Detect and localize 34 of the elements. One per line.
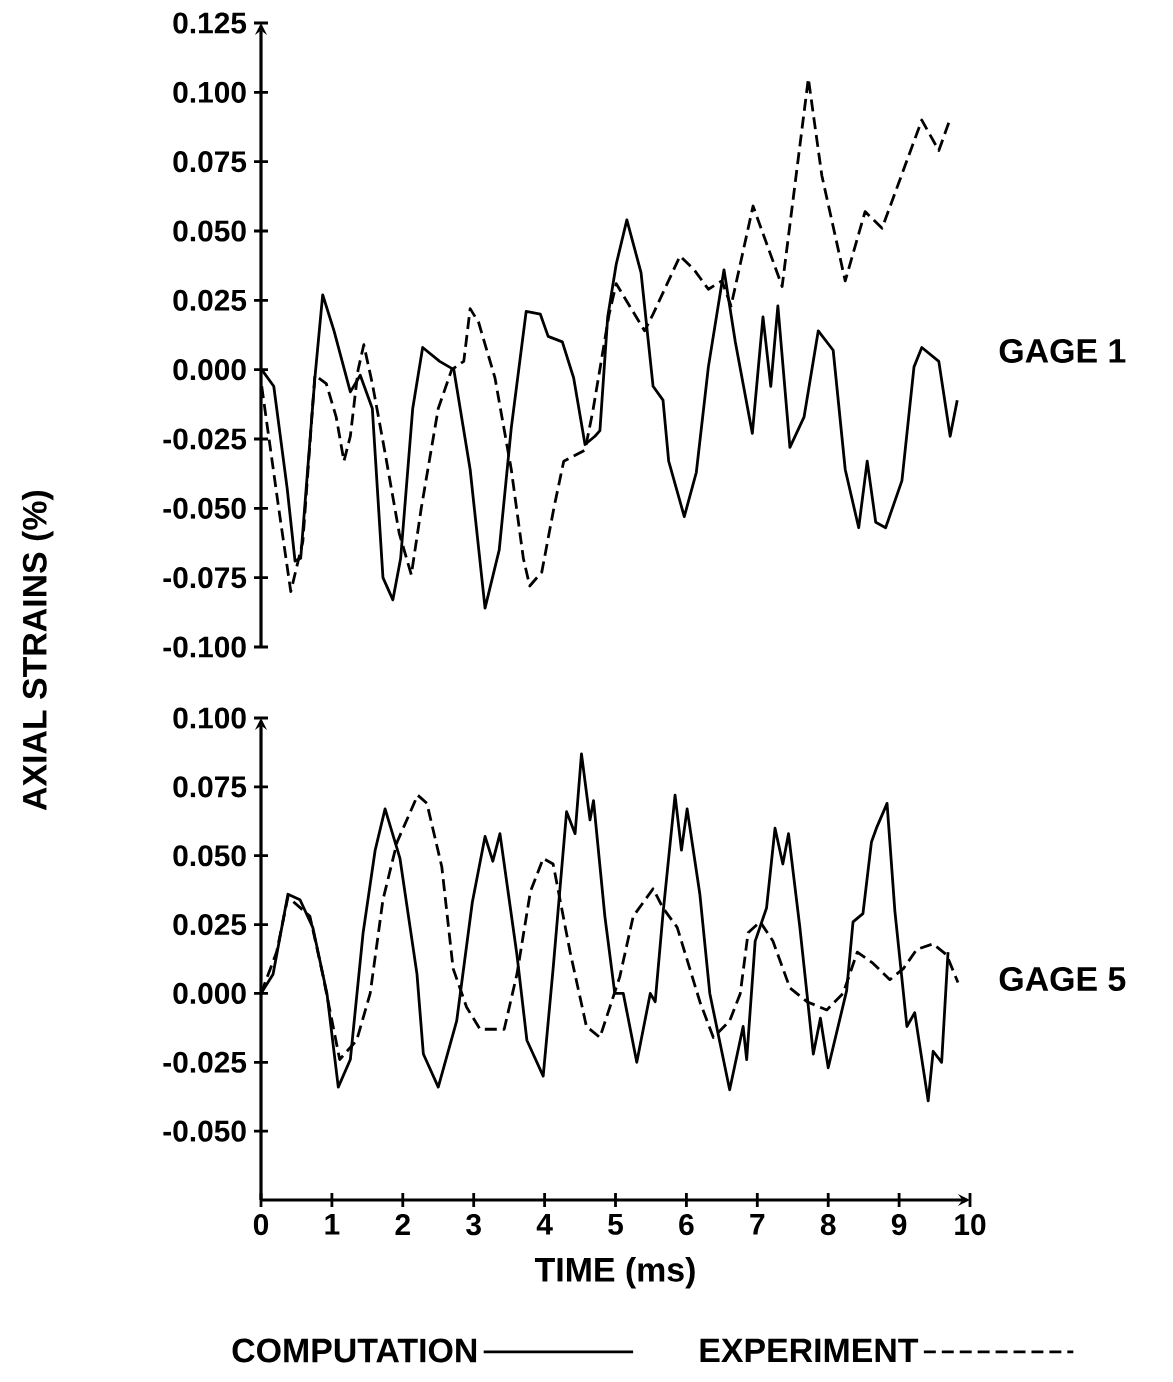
y-tick-label: 0.100 [173,707,246,729]
y-tick-label: 0.125 [173,12,247,34]
y-tick-label: -0.050 [163,497,246,519]
y-tick-label: 0.050 [173,845,246,867]
x-tick-label: 1 [325,1214,340,1235]
x-axis-title: TIME (ms) [534,1256,695,1289]
y-tick-label: 0.000 [173,982,246,1004]
text: GAGE 1 [999,338,1126,363]
y-tick-label: 0.075 [173,151,247,173]
x-tick-label: 8 [820,1214,836,1236]
y-tick-label: 0.050 [173,220,246,242]
legend-label: COMPUTATION [232,1338,477,1363]
x-tick-label: 3 [466,1214,481,1236]
x-tick-label: 10 [955,1214,986,1236]
y-tick-label: 0.025 [173,913,247,936]
y-tick-label: -0.025 [163,1051,247,1073]
y-tick-label: 0.000 [173,359,246,381]
x-tick-label: 7 [750,1214,765,1235]
x-tick-label: 2 [395,1214,410,1235]
y-tick-label: 0.100 [173,81,246,103]
y-tick-label: -0.075 [163,567,247,589]
x-tick-label: 5 [608,1214,623,1235]
y-tick-label: -0.100 [163,636,246,658]
y-tick-label: -0.025 [163,428,247,450]
x-tick-label: 9 [891,1214,907,1236]
y-tick-label: 0.025 [173,289,247,311]
y-axis-title: AXIAL STRAINS (%) [21,490,54,811]
text: GAGE 5 [999,966,1126,991]
legend-label: EXPERIMENT [700,1338,919,1362]
x-tick-label: 4 [536,1214,553,1235]
x-tick-label: 6 [679,1214,694,1236]
y-tick-label: 0.075 [173,776,247,798]
y-tick-label: -0.050 [163,1120,246,1142]
x-tick-label: 0 [253,1214,269,1236]
